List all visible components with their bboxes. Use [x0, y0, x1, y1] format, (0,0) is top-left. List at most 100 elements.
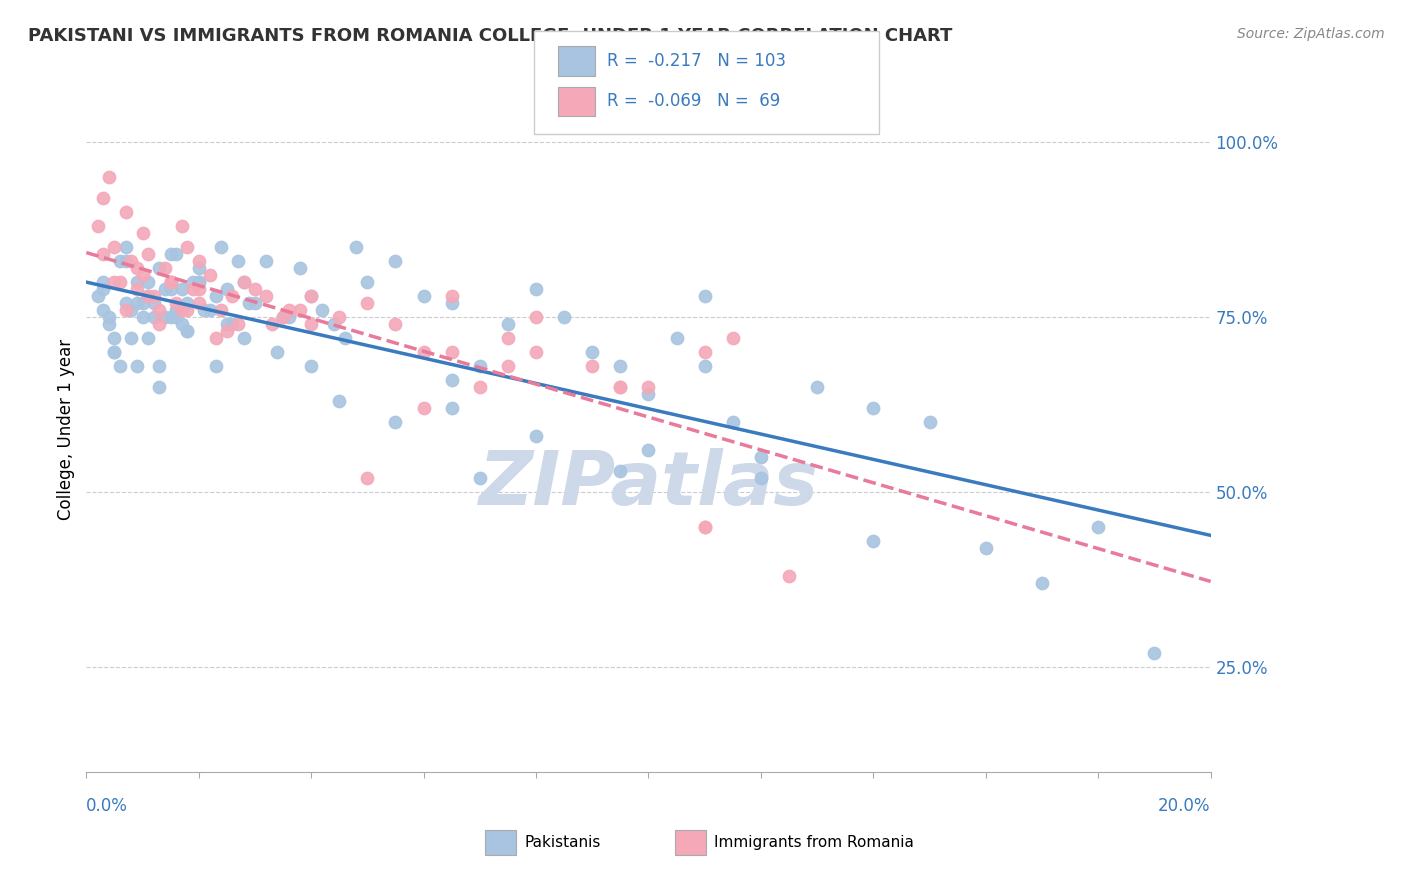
Point	[136, 275, 159, 289]
Point	[97, 318, 120, 332]
Point	[181, 282, 204, 296]
Point	[468, 380, 491, 394]
Point	[974, 541, 997, 556]
Point	[299, 359, 322, 374]
Point	[693, 289, 716, 303]
Point	[693, 520, 716, 534]
Point	[221, 289, 243, 303]
Point	[153, 310, 176, 325]
Point	[159, 310, 181, 325]
Y-axis label: College, Under 1 year: College, Under 1 year	[58, 339, 75, 520]
Point	[159, 275, 181, 289]
Point	[328, 394, 350, 409]
Point	[114, 254, 136, 268]
Point	[131, 296, 153, 310]
Point	[187, 296, 209, 310]
Point	[136, 247, 159, 261]
Point	[159, 282, 181, 296]
Point	[277, 310, 299, 325]
Point	[384, 318, 406, 332]
Point	[204, 331, 226, 345]
Point	[114, 303, 136, 318]
Point	[862, 401, 884, 416]
Point	[170, 282, 193, 296]
Point	[496, 318, 519, 332]
Point	[806, 380, 828, 394]
Point	[86, 219, 108, 234]
Point	[187, 254, 209, 268]
Point	[142, 296, 165, 310]
Point	[176, 303, 198, 318]
Point	[103, 240, 125, 254]
Point	[496, 331, 519, 345]
Point	[159, 247, 181, 261]
Point	[103, 331, 125, 345]
Point	[198, 268, 221, 283]
Point	[125, 296, 148, 310]
Point	[440, 296, 463, 310]
Point	[356, 296, 378, 310]
Text: 0.0%: 0.0%	[86, 797, 128, 814]
Text: Immigrants from Romania: Immigrants from Romania	[714, 835, 914, 849]
Point	[148, 380, 170, 394]
Point	[721, 415, 744, 429]
Text: Pakistanis: Pakistanis	[524, 835, 600, 849]
Point	[637, 443, 659, 458]
Point	[299, 289, 322, 303]
Point	[1087, 520, 1109, 534]
Point	[193, 303, 215, 318]
Point	[91, 191, 114, 205]
Point	[271, 310, 294, 325]
Point	[609, 359, 631, 374]
Point	[136, 289, 159, 303]
Point	[384, 415, 406, 429]
Point	[412, 289, 434, 303]
Point	[581, 345, 603, 359]
Point	[103, 345, 125, 359]
Point	[125, 261, 148, 276]
Point	[131, 227, 153, 241]
Point	[181, 275, 204, 289]
Point	[125, 359, 148, 374]
Point	[136, 289, 159, 303]
Point	[198, 303, 221, 318]
Text: 20.0%: 20.0%	[1159, 797, 1211, 814]
Point	[238, 296, 260, 310]
Point	[637, 387, 659, 401]
Point	[91, 303, 114, 318]
Point	[778, 569, 800, 583]
Point	[440, 401, 463, 416]
Point	[254, 254, 277, 268]
Point	[440, 289, 463, 303]
Point	[148, 303, 170, 318]
Point	[749, 450, 772, 465]
Point	[187, 275, 209, 289]
Text: R =  -0.069   N =  69: R = -0.069 N = 69	[607, 92, 780, 110]
Point	[86, 289, 108, 303]
Point	[299, 289, 322, 303]
Point	[1031, 576, 1053, 591]
Point	[328, 310, 350, 325]
Point	[288, 261, 311, 276]
Point	[187, 275, 209, 289]
Point	[165, 296, 187, 310]
Point	[97, 310, 120, 325]
Point	[288, 303, 311, 318]
Point	[136, 331, 159, 345]
Point	[125, 282, 148, 296]
Point	[693, 345, 716, 359]
Point	[153, 261, 176, 276]
Point	[170, 318, 193, 332]
Point	[344, 240, 367, 254]
Point	[440, 373, 463, 387]
Point	[384, 254, 406, 268]
Point	[148, 318, 170, 332]
Point	[524, 345, 547, 359]
Point	[159, 275, 181, 289]
Point	[108, 275, 131, 289]
Point	[221, 318, 243, 332]
Point	[243, 296, 266, 310]
Point	[91, 282, 114, 296]
Point	[271, 310, 294, 325]
Point	[693, 520, 716, 534]
